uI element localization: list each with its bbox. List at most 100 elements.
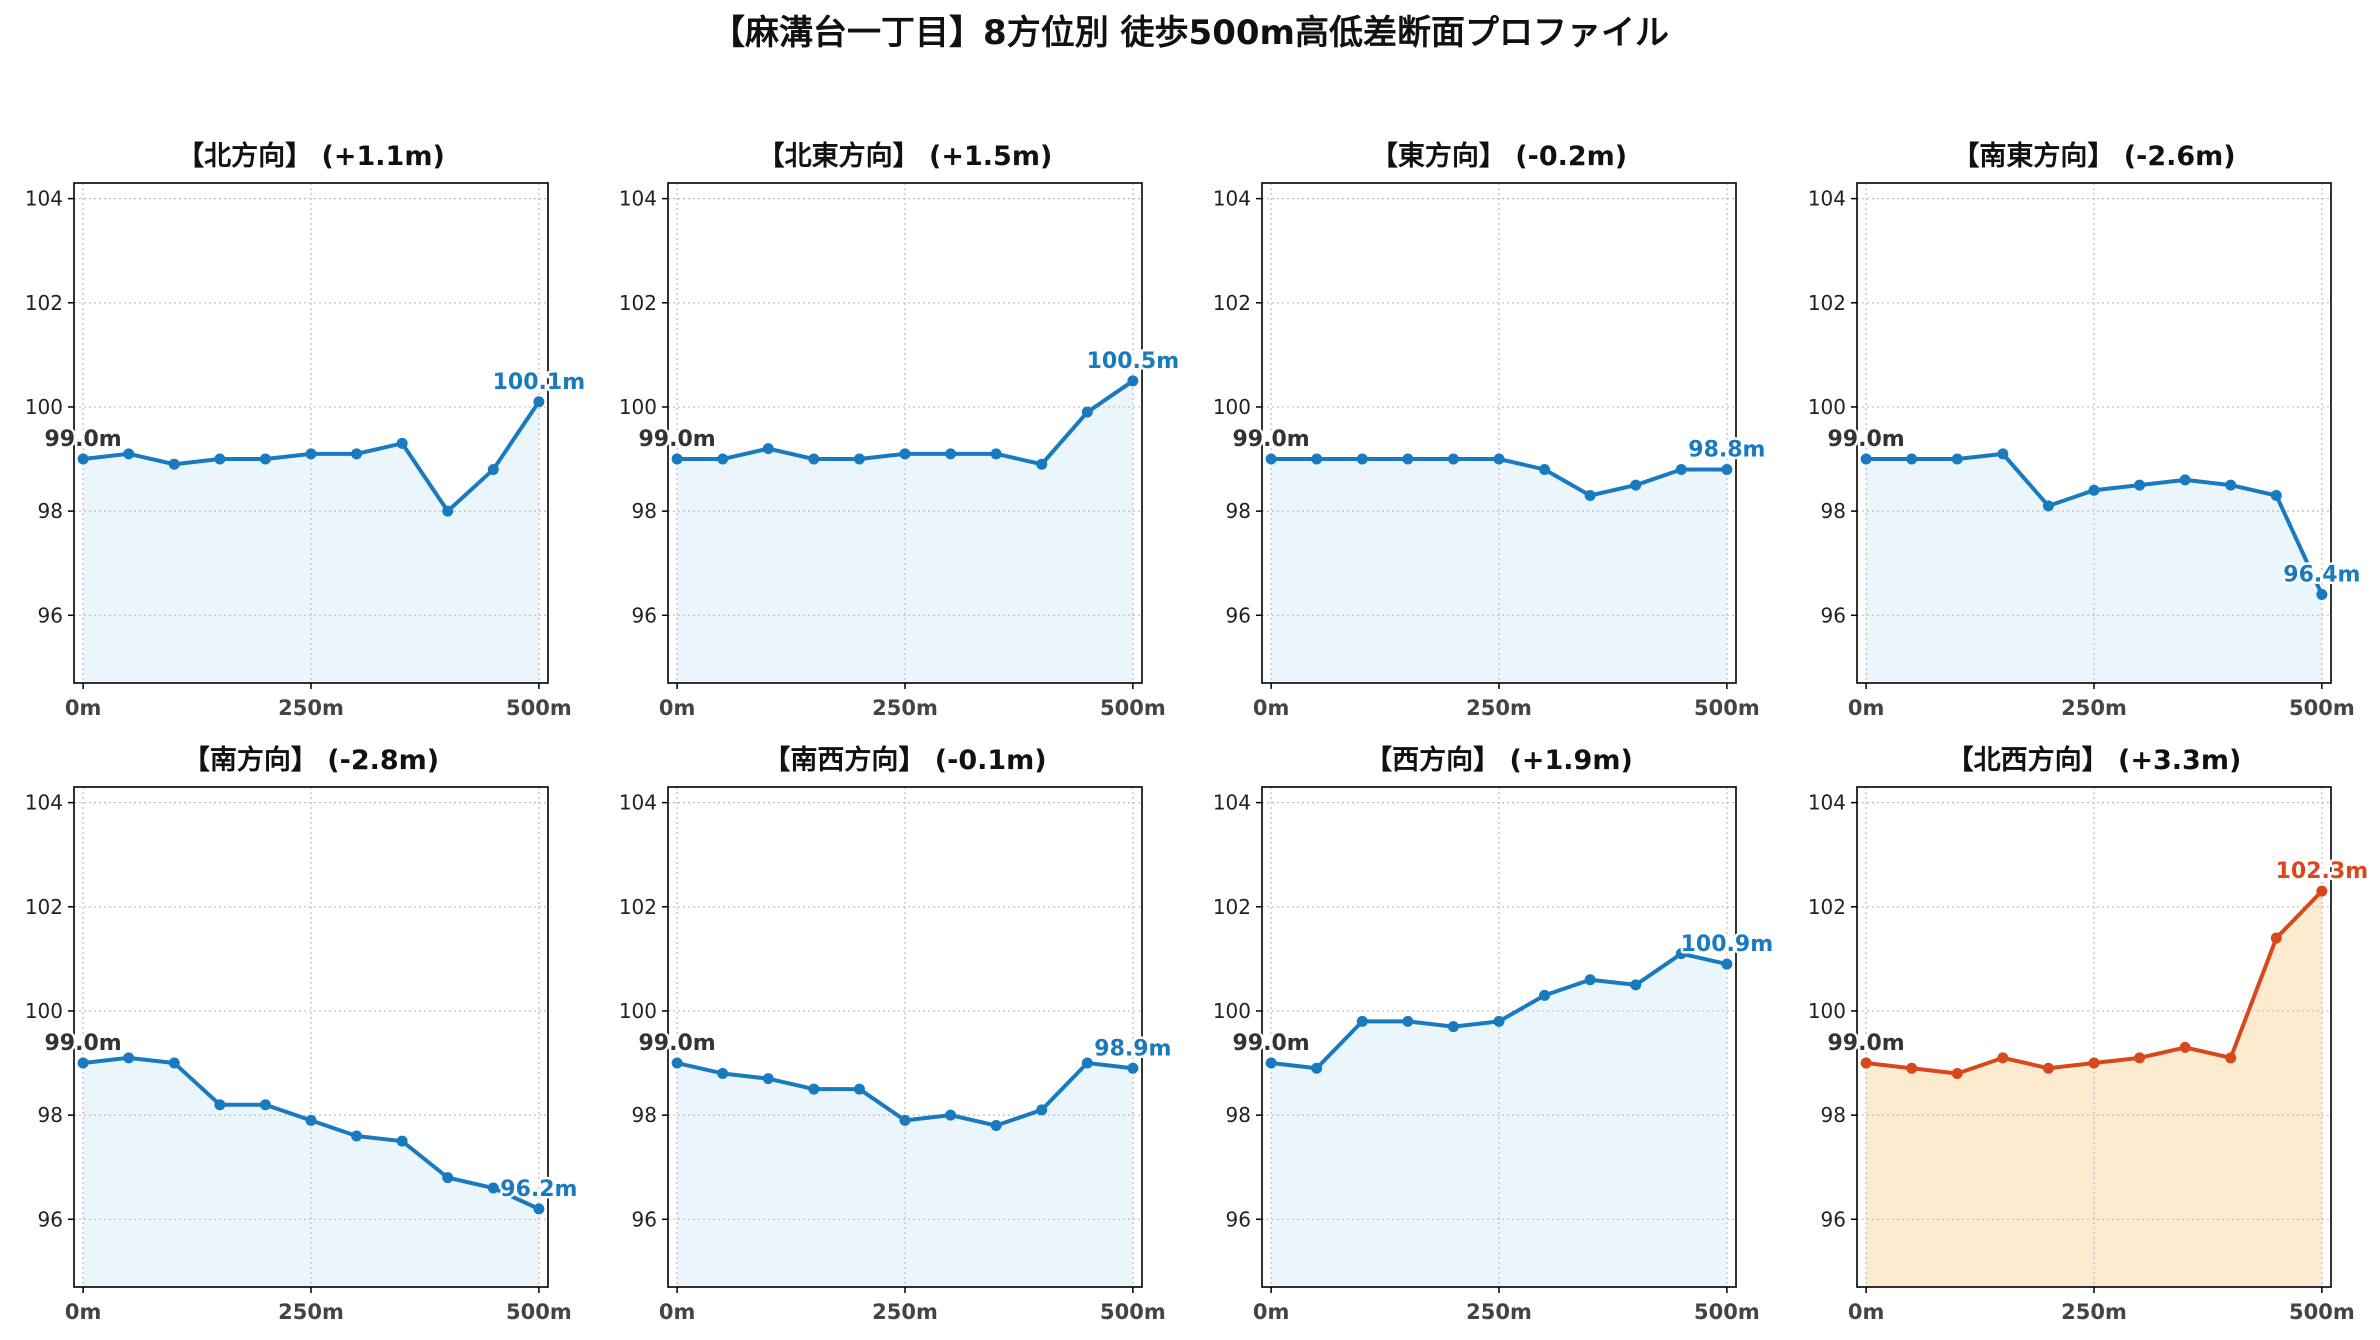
start-value-label: 99.0m — [45, 1031, 122, 1056]
data-point — [1402, 453, 1414, 465]
y-tick-label: 102 — [1213, 291, 1251, 315]
start-value-label: 99.0m — [45, 427, 122, 452]
chart-panel-4: 【南東方向】 (-2.6m) 96 98 100 102 104 0m 250m 500m 99.… — [1808, 140, 2363, 720]
y-tick-label: 98 — [38, 499, 63, 523]
data-point — [1036, 458, 1048, 470]
data-point — [1402, 1015, 1414, 1027]
x-tick-label: 0m — [1848, 1300, 1885, 1324]
end-value-label: 102.3m — [2276, 859, 2369, 884]
y-tick-label: 98 — [632, 499, 657, 523]
area-fill — [83, 401, 539, 683]
y-tick-label: 102 — [1808, 291, 1846, 315]
data-point — [1584, 974, 1596, 986]
end-value-label: 96.4m — [2283, 562, 2360, 587]
data-point — [1447, 453, 1459, 465]
data-point — [1860, 453, 1872, 465]
x-tick-label: 500m — [506, 696, 572, 720]
plot-frame — [73, 182, 549, 684]
x-tick-label: 500m — [1100, 1300, 1166, 1324]
data-point — [671, 453, 683, 465]
data-point — [990, 1120, 1002, 1132]
data-point — [1721, 958, 1733, 970]
data-point — [899, 1114, 911, 1126]
data-point — [1036, 1104, 1048, 1116]
data-point — [214, 453, 226, 465]
y-tick-label: 100 — [25, 395, 63, 419]
data-point — [2042, 1062, 2054, 1074]
x-tick-label: 0m — [1848, 696, 1885, 720]
chart-panel-1: 【北方向】 (+1.1m) 96 98 100 102 104 0m 250m 500m 99.0… — [25, 140, 588, 720]
data-point — [2270, 490, 2282, 501]
x-tick-label: 250m — [872, 696, 938, 720]
data-point — [1630, 479, 1642, 491]
data-point — [717, 1067, 729, 1079]
y-tick-label: 102 — [619, 895, 657, 919]
data-point — [442, 1172, 454, 1184]
data-point — [487, 1182, 499, 1194]
data-point — [1584, 490, 1596, 501]
data-point — [2225, 479, 2237, 491]
data-point — [1081, 1057, 1093, 1069]
area-fill — [1271, 459, 1727, 683]
y-tick-label: 98 — [1821, 499, 1846, 523]
data-point — [1265, 1057, 1277, 1069]
data-point — [123, 1052, 135, 1064]
plot-frame — [1261, 786, 1737, 1288]
chart-panel-8: 【北西方向】 (+3.3m) 96 98 100 102 104 0m 250m 500m 99.… — [1808, 744, 2371, 1324]
y-tick-label: 104 — [25, 187, 63, 211]
chart-panel-3: 【東方向】 (-0.2m) 96 98 100 102 104 0m 250m 500m 99.0… — [1213, 140, 1768, 720]
data-point — [671, 1057, 683, 1069]
data-point — [168, 458, 180, 470]
start-value-label: 99.0m — [639, 1031, 716, 1056]
y-tick-label: 102 — [619, 291, 657, 315]
data-point — [1127, 1062, 1139, 1074]
data-point — [945, 1109, 957, 1121]
y-tick-label: 96 — [632, 603, 657, 627]
y-tick-label: 104 — [619, 791, 657, 815]
x-tick-label: 500m — [506, 1300, 572, 1324]
chart-title: 【北方向】 (+1.1m) — [177, 140, 445, 172]
plot-frame — [1261, 182, 1737, 684]
data-point — [808, 453, 820, 465]
y-tick-label: 102 — [1808, 895, 1846, 919]
x-tick-label: 0m — [659, 1300, 696, 1324]
y-tick-label: 104 — [1213, 187, 1251, 211]
y-tick-label: 98 — [38, 1103, 63, 1127]
data-point — [2088, 1057, 2100, 1069]
start-value-label: 99.0m — [1828, 1031, 1905, 1056]
y-tick-label: 104 — [25, 791, 63, 815]
start-value-label: 99.0m — [639, 427, 716, 452]
plot-frame — [73, 786, 549, 1288]
data-point — [2270, 932, 2282, 944]
chart-title: 【北西方向】 (+3.3m) — [1947, 744, 2242, 776]
data-point — [1539, 989, 1551, 1001]
plot-frame — [667, 182, 1143, 684]
start-value-label: 99.0m — [1233, 427, 1310, 452]
y-tick-label: 96 — [1226, 1207, 1251, 1231]
y-tick-label: 96 — [1226, 603, 1251, 627]
data-point — [853, 1083, 865, 1095]
y-tick-label: 98 — [1226, 1103, 1251, 1127]
chart-panel-6: 【南西方向】 (-0.1m) 96 98 100 102 104 0m 250m 500m 99.… — [619, 744, 1174, 1324]
data-point — [1539, 463, 1551, 475]
x-tick-label: 250m — [1466, 696, 1532, 720]
start-value-label: 99.0m — [1233, 1031, 1310, 1056]
data-point — [1356, 1015, 1368, 1027]
data-point — [259, 453, 271, 465]
data-point — [2134, 1052, 2146, 1064]
data-point — [305, 448, 317, 460]
data-point — [899, 448, 911, 460]
start-value-label: 99.0m — [1828, 427, 1905, 452]
chart-title: 【南西方向】 (-0.1m) — [763, 744, 1046, 776]
data-point — [990, 448, 1002, 460]
chart-title: 【北東方向】 (+1.5m) — [758, 140, 1053, 172]
data-point — [853, 453, 865, 465]
y-tick-label: 100 — [1808, 999, 1846, 1023]
chart-panel-7: 【西方向】 (+1.9m) 96 98 100 102 104 0m 250m 500m 99.0… — [1213, 744, 1776, 1324]
data-point — [2042, 500, 2054, 512]
data-point — [1127, 375, 1139, 387]
data-point — [1997, 1052, 2009, 1064]
y-tick-label: 96 — [1821, 1207, 1846, 1231]
y-tick-label: 96 — [38, 603, 63, 627]
